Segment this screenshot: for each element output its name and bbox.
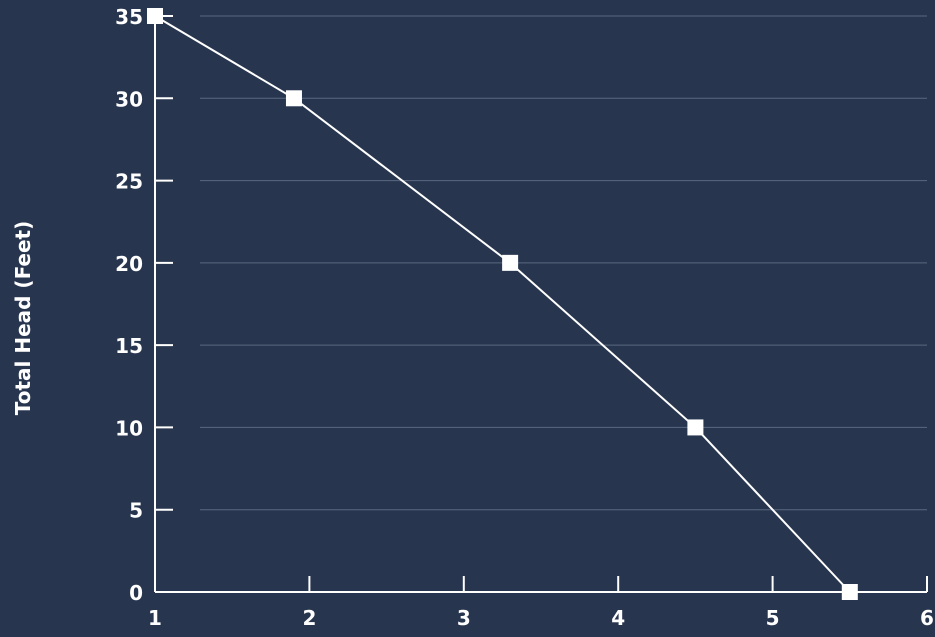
x-tick-label: 4: [611, 606, 625, 630]
y-tick-label: 0: [129, 581, 143, 605]
series-line: [154, 15, 851, 593]
x-tick-label: 1: [148, 606, 162, 630]
y-tick-label: 20: [115, 252, 143, 276]
y-axis-title: Total Head (Feet): [11, 221, 35, 416]
y-tick-label: 10: [115, 416, 143, 440]
data-point: [687, 419, 704, 436]
x-tick-label: 2: [302, 606, 316, 630]
axes: [154, 8, 928, 593]
x-tick-label: 3: [457, 606, 471, 630]
y-tick-label: 30: [115, 87, 143, 111]
data-point: [147, 8, 163, 24]
y-tick-label: 5: [129, 499, 143, 523]
data-point: [285, 90, 302, 107]
data-point: [841, 584, 858, 600]
grid-lines: [200, 15, 927, 511]
x-tick-label: 6: [920, 606, 934, 630]
tick-labels: 0 5 10 15 20 25 30 35 1 2 3 4 5 6: [115, 5, 934, 630]
y-tick-label: 25: [115, 170, 143, 194]
y-tick-label: 35: [115, 5, 143, 29]
series: [147, 8, 858, 600]
x-tick-label: 5: [766, 606, 780, 630]
data-point: [502, 254, 519, 271]
y-tick-label: 15: [115, 334, 143, 358]
